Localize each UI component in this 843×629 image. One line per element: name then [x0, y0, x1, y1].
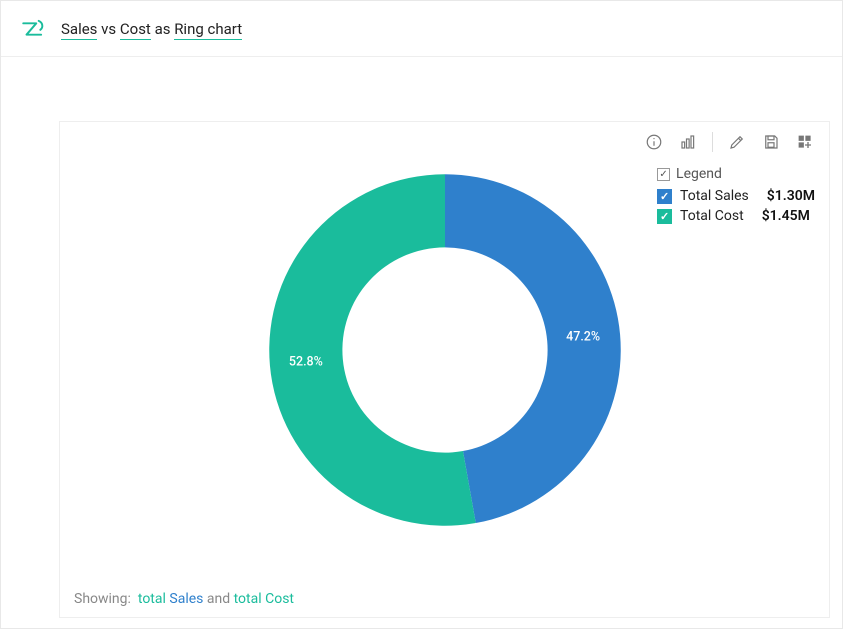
footer-prefix: Showing:	[74, 591, 131, 607]
zia-logo-icon	[19, 15, 47, 43]
footer-sales: Sales	[169, 591, 203, 607]
chart-card: ✓ Legend ✓Total Sales$1.30M✓Total Cost$1…	[59, 121, 830, 618]
slice-percent-label: 47.2%	[566, 330, 600, 345]
footer-cost: Cost	[265, 591, 294, 607]
footer-and: and	[207, 591, 230, 607]
ring-slice[interactable]	[445, 174, 621, 523]
footer-total-1: total	[138, 591, 166, 607]
ring-chart: 47.2% 52.8%	[255, 160, 635, 540]
showing-footer: Showing: total Sales and total Cost	[74, 591, 294, 607]
footer-total-2: total	[234, 591, 262, 607]
slice-percent-label: 52.8%	[289, 354, 323, 369]
ring-slice[interactable]	[269, 174, 476, 526]
query-text[interactable]: Sales vs Cost as Ring chart	[61, 20, 824, 38]
